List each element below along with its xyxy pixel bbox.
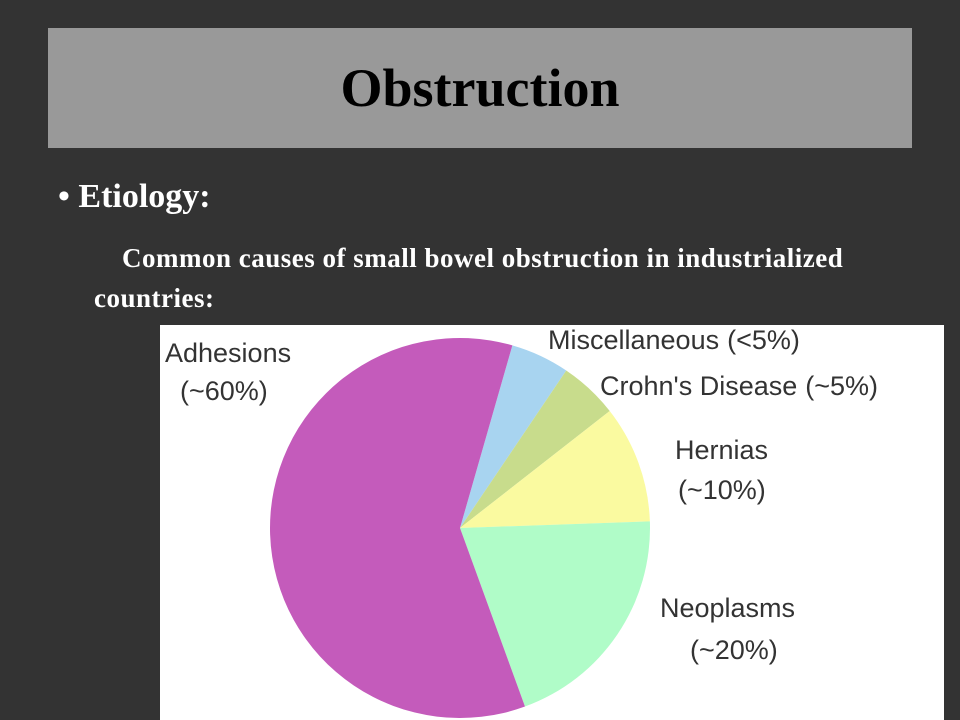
bullet: • Etiology: [58, 178, 211, 215]
category-label: Crohn's Disease [600, 371, 797, 401]
value-label: (~60%) [180, 376, 268, 406]
value-label: (<5%) [727, 325, 800, 355]
pie-slice [460, 411, 650, 528]
value-label: (~5%) [805, 371, 878, 401]
pie-slice [460, 345, 567, 528]
subtext: Common causes of small bowel obstruction… [94, 243, 844, 313]
slice-label: Miscellaneous (<5%) [548, 325, 800, 355]
pie-slice [460, 521, 651, 707]
category-label: Neoplasms [660, 593, 795, 623]
pie-slice [270, 338, 525, 719]
category-label: Miscellaneous [548, 325, 719, 355]
value-label: (~20%) [690, 635, 778, 665]
category-label: Hernias [675, 435, 768, 465]
value-label: (~10%) [678, 475, 766, 505]
slice-label: Crohn's Disease (~5%) [600, 371, 878, 401]
bullet-text: Etiology: [78, 178, 211, 215]
slide-title: Obstruction [340, 58, 620, 118]
title-bar: Obstruction [48, 28, 912, 148]
pie-slice [460, 370, 610, 528]
category-label: Adhesions [165, 338, 291, 368]
